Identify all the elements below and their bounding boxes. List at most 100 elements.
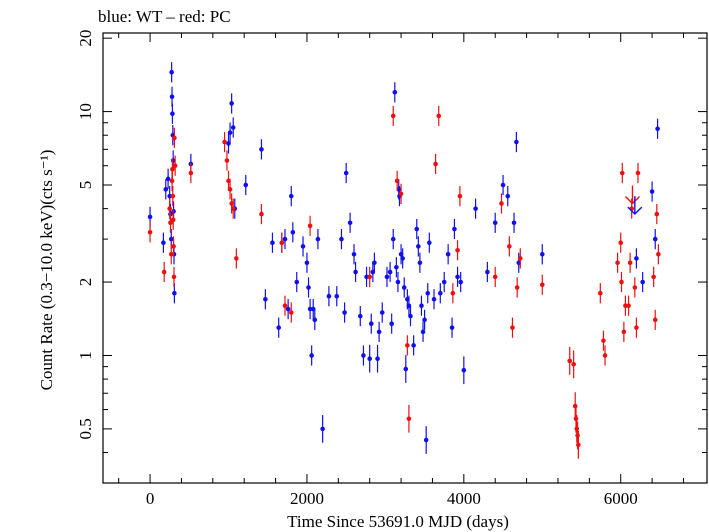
pc-data-point [222,139,227,145]
pc-data-point [619,170,625,176]
wt-data-point [343,170,349,176]
wt-data-point [304,260,310,266]
y-tick-label: 20 [76,30,95,47]
wt-data-point [270,240,275,246]
wt-data-point [394,264,399,270]
pc-data-point [632,285,638,290]
pc-data-point [390,113,396,119]
wt-data-point [455,274,460,280]
wt-data-point [452,226,457,232]
wt-data-point [392,89,398,95]
pc-data-point [651,274,656,280]
y-axis: 0.5 1 2 5 10 20 [76,30,707,484]
pc-data-point [455,247,460,253]
pc-data-point [406,416,412,422]
wt-data-point [445,251,451,257]
pc-data-point [492,274,498,280]
wt-upper-limit-arrow [627,196,643,216]
pc-data-point [621,329,627,335]
wt-data-point [376,329,382,335]
wt-data-point [431,296,437,302]
wt-data-point [437,290,443,296]
wt-data-point [655,126,660,132]
wt-data-point [300,244,306,249]
wt-data-point [294,279,300,285]
wt-data-point [368,321,374,326]
pc-data-point [171,244,176,249]
wt-data-point [473,206,478,211]
wt-data-point [342,310,347,315]
wt-data-point [485,269,490,275]
wt-data-point [169,69,174,75]
pc-data-point [574,426,580,432]
wt-data-point [351,251,357,257]
pc-data-point [619,279,624,285]
wt-data-point [312,317,318,323]
wt-data-point [367,356,373,362]
pc-data-point [656,251,661,257]
pc-data-point [627,260,633,266]
wt-data-point [441,279,447,285]
pc-data-point [571,362,576,367]
wt-data-point [649,189,655,194]
wt-data-point [320,426,325,432]
wt-data-point [170,111,175,117]
wt-data-point [276,325,282,330]
wt-data-point [339,236,344,242]
wt-data-point [511,220,517,226]
wt-data-point [652,236,658,242]
pc-data-point [457,193,463,199]
x-tick-label: 6000 [604,489,638,508]
wt-data-point [417,260,423,266]
wt-data-point [169,94,175,100]
wt-data-point [315,236,321,242]
wt-data-point [372,260,377,266]
wt-data-point [375,356,380,362]
wt-data-point [353,269,358,275]
pc-data-point [634,325,639,330]
pc-data-point [279,240,285,246]
pc-data-point [507,244,512,249]
pc-data-point [172,163,178,168]
pc-data-point [405,343,410,348]
wt-data-point [416,244,421,249]
pc-data-point [170,193,176,199]
pc-data-point [234,256,239,261]
y-tick-label: 2 [76,278,95,287]
wt-data-point [168,236,174,242]
wt-data-point [492,220,498,226]
pc-data-point [576,442,581,448]
pc-data-point [398,191,404,197]
wt-data-point [229,101,234,106]
wt-data-point [505,193,511,199]
x-tick-label: 2000 [290,489,324,508]
wt-data-point [539,251,545,257]
wt-data-point [634,256,639,261]
pc-data-point [514,285,520,290]
pc-data-point [170,217,176,223]
x-axis: 0 2000 4000 6000 [118,33,684,508]
wt-data-point [403,366,409,372]
wt-data-point [227,130,233,135]
wt-data-point [288,193,294,199]
wt-data-point [290,229,296,235]
pc-upper-limit-arrow [624,185,640,205]
wt-data-point [400,256,405,261]
pc-data-point [282,303,288,308]
pc-data-point [567,358,573,364]
wt-data-point [306,285,311,290]
wt-data-point [263,296,268,302]
pc-data-point [436,113,442,119]
pc-data-point [602,353,608,358]
wt-data-point [384,274,390,280]
wt-data-point [285,306,291,312]
pc-data-point [654,211,660,217]
wt-data-point [423,437,429,443]
pc-data-point [170,166,175,172]
wt-data-point [414,226,420,232]
pc-data-point [433,161,438,167]
wt-data-point [640,279,645,285]
wt-data-point [401,285,407,290]
wt-data-point [389,321,394,326]
